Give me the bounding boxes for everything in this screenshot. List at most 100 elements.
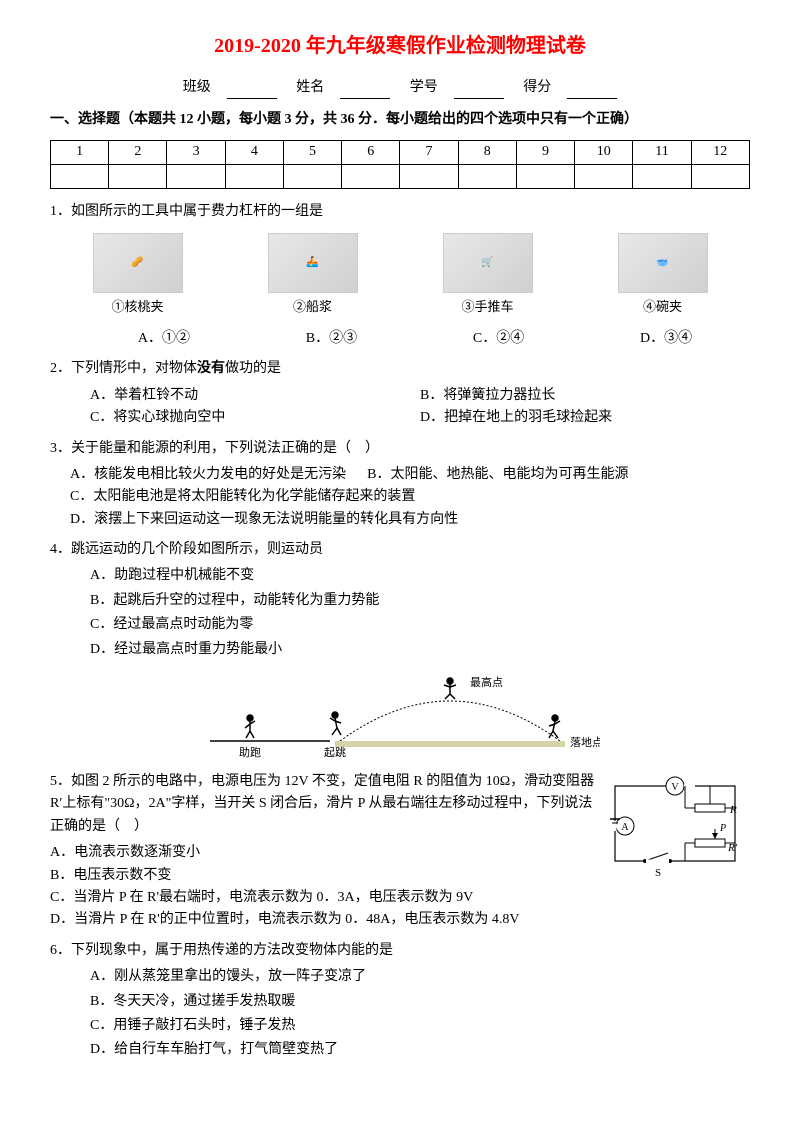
q5-text: 5．如图 2 所示的电路中，电源电压为 12V 不变，定值电阻 R 的阻值为 1… bbox=[50, 771, 600, 838]
q4-text: 4．跳远运动的几个阶段如图所示，则运动员 bbox=[50, 539, 750, 561]
wheelbarrow-image: 🛒 bbox=[443, 233, 533, 293]
q4-opt-b: B．起跳后升空的过程中，动能转化为重力势能 bbox=[90, 590, 750, 612]
table-cell: 1 bbox=[51, 140, 109, 164]
q5-opt-c: C．当滑片 P 在 R'最右端时，电流表示数为 0．3A，电压表示数为 9V bbox=[50, 887, 600, 909]
q4-opt-a: A．助跑过程中机械能不变 bbox=[90, 565, 750, 587]
q4-opt-d: D．经过最高点时重力势能最小 bbox=[90, 639, 750, 661]
answer-cell[interactable] bbox=[225, 164, 283, 188]
jump-diagram: 助跑 起跳 最高点 落地点 bbox=[200, 671, 600, 761]
table-cell: 3 bbox=[167, 140, 225, 164]
svg-text:V: V bbox=[671, 782, 679, 793]
q1-opt-c: C．②④ bbox=[473, 328, 524, 350]
answer-cell[interactable] bbox=[167, 164, 225, 188]
table-cell: 11 bbox=[633, 140, 691, 164]
q3-opt-c: C．太阳能电池是将太阳能转化为化学能储存起来的装置 bbox=[70, 486, 750, 508]
question-2: 2．下列情形中，对物体没有做功的是 A．举着杠铃不动 B．将弹簧拉力器拉长 C．… bbox=[50, 358, 750, 429]
answer-cell[interactable] bbox=[516, 164, 574, 188]
table-cell: 4 bbox=[225, 140, 283, 164]
table-cell: 9 bbox=[516, 140, 574, 164]
takeoff-label: 起跳 bbox=[324, 745, 346, 759]
highest-label: 最高点 bbox=[470, 675, 503, 689]
svg-text:A: A bbox=[621, 822, 629, 833]
q2-text-bold: 没有 bbox=[197, 361, 225, 376]
q3-opt-b: B．太阳能、地热能、电能均为可再生能源 bbox=[367, 467, 628, 482]
answer-cell[interactable] bbox=[283, 164, 341, 188]
q3-opt-d: D．滚摆上下来回运动这一现象无法说明能量的转化具有方向性 bbox=[70, 509, 750, 531]
q1-images: 🥜 ①核桃夹 🚣 ②船浆 🛒 ③手推车 🥣 ④碗夹 bbox=[50, 233, 750, 318]
svg-text:P: P bbox=[719, 823, 726, 834]
student-info-line: 班级 姓名 学号 得分 bbox=[50, 77, 750, 99]
question-1: 1．如图所示的工具中属于费力杠杆的一组是 🥜 ①核桃夹 🚣 ②船浆 🛒 ③手推车… bbox=[50, 201, 750, 351]
q1-img-4-label: ④碗夹 bbox=[618, 297, 708, 318]
section1-header: 一、选择题（本题共 12 小题，每小题 3 分，共 36 分．每小题给出的四个选… bbox=[50, 109, 750, 131]
svg-text:R': R' bbox=[727, 842, 738, 854]
q3-text: 3．关于能量和能源的利用，下列说法正确的是（ ） bbox=[50, 438, 750, 460]
answer-table: 1 2 3 4 5 6 7 8 9 10 11 12 bbox=[50, 140, 750, 189]
answer-cell[interactable] bbox=[633, 164, 691, 188]
score-label: 得分 bbox=[523, 80, 551, 95]
q5-opt-a: A．电流表示数逐渐变小 bbox=[50, 842, 600, 864]
name-blank[interactable] bbox=[340, 83, 390, 99]
table-cell: 6 bbox=[342, 140, 400, 164]
q2-opt-b: B．将弹簧拉力器拉长 bbox=[420, 385, 750, 407]
q1-opt-a: A．①② bbox=[138, 328, 190, 350]
q4-opt-c: C．经过最高点时动能为零 bbox=[90, 614, 750, 636]
table-row-answers bbox=[51, 164, 750, 188]
q2-text-post: 做功的是 bbox=[225, 361, 281, 376]
svg-text:R: R bbox=[729, 804, 737, 816]
q6-opt-b: B．冬天天冷，通过搓手发热取暖 bbox=[90, 991, 750, 1013]
id-label: 学号 bbox=[410, 80, 438, 95]
answer-cell[interactable] bbox=[109, 164, 167, 188]
answer-cell[interactable] bbox=[51, 164, 109, 188]
q1-img-3-label: ③手推车 bbox=[443, 297, 533, 318]
nutcracker-image: 🥜 bbox=[93, 233, 183, 293]
table-cell: 2 bbox=[109, 140, 167, 164]
q6-opt-c: C．用锤子敲打石头时，锤子发热 bbox=[90, 1015, 750, 1037]
q1-img-3: 🛒 ③手推车 bbox=[443, 233, 533, 318]
class-label: 班级 bbox=[183, 80, 211, 95]
q6-text: 6．下列现象中，属于用热传递的方法改变物体内能的是 bbox=[50, 940, 750, 962]
landing-label: 落地点 bbox=[570, 736, 600, 749]
q6-opt-a: A．刚从蒸笼里拿出的馒头，放一阵子变凉了 bbox=[90, 966, 750, 988]
answer-cell[interactable] bbox=[400, 164, 458, 188]
score-blank[interactable] bbox=[567, 83, 617, 99]
answer-cell[interactable] bbox=[691, 164, 749, 188]
circuit-diagram: V R A S R' P bbox=[600, 771, 750, 881]
q1-opt-b: B．②③ bbox=[306, 328, 357, 350]
q1-img-2-label: ②船浆 bbox=[268, 297, 358, 318]
q5-opt-d: D．当滑片 P 在 R'的正中位置时，电流表示数为 0．48A，电压表示数为 4… bbox=[50, 909, 600, 931]
table-row-header: 1 2 3 4 5 6 7 8 9 10 11 12 bbox=[51, 140, 750, 164]
q3-opt-ab-row: A．核能发电相比较火力发电的好处是无污染 B．太阳能、地热能、电能均为可再生能源 bbox=[70, 464, 750, 486]
name-label: 姓名 bbox=[296, 80, 324, 95]
q2-opt-c: C．将实心球抛向空中 bbox=[90, 407, 420, 429]
question-5: 5．如图 2 所示的电路中，电源电压为 12V 不变，定值电阻 R 的阻值为 1… bbox=[50, 771, 750, 932]
q1-img-1-label: ①核桃夹 bbox=[93, 297, 183, 318]
q3-opt-a: A．核能发电相比较火力发电的好处是无污染 bbox=[70, 467, 346, 482]
answer-cell[interactable] bbox=[575, 164, 633, 188]
svg-text:S: S bbox=[655, 867, 661, 879]
q1-img-4: 🥣 ④碗夹 bbox=[618, 233, 708, 318]
exam-title: 2019-2020 年九年级寒假作业检测物理试卷 bbox=[50, 30, 750, 62]
q1-img-1: 🥜 ①核桃夹 bbox=[93, 233, 183, 318]
question-4: 4．跳远运动的几个阶段如图所示，则运动员 A．助跑过程中机械能不变 B．起跳后升… bbox=[50, 539, 750, 761]
table-cell: 12 bbox=[691, 140, 749, 164]
table-cell: 8 bbox=[458, 140, 516, 164]
q1-options: A．①② B．②③ C．②④ D．③④ bbox=[80, 328, 750, 350]
q2-opt-d: D．把掉在地上的羽毛球捡起来 bbox=[420, 407, 750, 429]
q2-options: A．举着杠铃不动 B．将弹簧拉力器拉长 C．将实心球抛向空中 D．把掉在地上的羽… bbox=[90, 385, 750, 430]
answer-cell[interactable] bbox=[458, 164, 516, 188]
answer-cell[interactable] bbox=[342, 164, 400, 188]
question-3: 3．关于能量和能源的利用，下列说法正确的是（ ） A．核能发电相比较火力发电的好… bbox=[50, 438, 750, 532]
q2-text-pre: 2．下列情形中，对物体 bbox=[50, 361, 197, 376]
bowl-tongs-image: 🥣 bbox=[618, 233, 708, 293]
runup-label: 助跑 bbox=[239, 745, 261, 759]
q5-opt-b: B．电压表示数不变 bbox=[50, 865, 600, 887]
q2-opt-a: A．举着杠铃不动 bbox=[90, 385, 420, 407]
oar-image: 🚣 bbox=[268, 233, 358, 293]
class-blank[interactable] bbox=[227, 83, 277, 99]
id-blank[interactable] bbox=[454, 83, 504, 99]
q2-text: 2．下列情形中，对物体没有做功的是 bbox=[50, 358, 750, 380]
q1-img-2: 🚣 ②船浆 bbox=[268, 233, 358, 318]
question-6: 6．下列现象中，属于用热传递的方法改变物体内能的是 A．刚从蒸笼里拿出的馒头，放… bbox=[50, 940, 750, 1062]
q1-text: 1．如图所示的工具中属于费力杠杆的一组是 bbox=[50, 201, 750, 223]
